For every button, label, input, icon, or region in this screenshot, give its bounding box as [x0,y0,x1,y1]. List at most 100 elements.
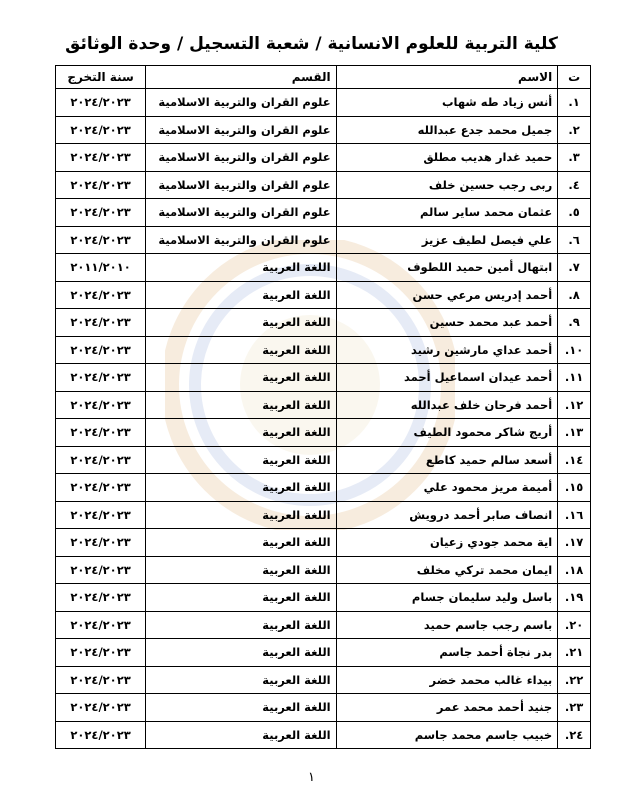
graduation-year: ٢٠٢٤/٢٠٢٣ [54,638,147,667]
student-name: جنيد أحمد محمد عمر [335,693,559,722]
student-name-text: خبيب جاسم محمد جاسم [414,727,553,742]
row-number-text: ٦. [568,232,580,247]
department-text: علوم القران والتربية الاسلامية [158,122,331,137]
department: اللغة العربية [145,693,337,722]
row-number-text: ١٩. [564,590,584,605]
graduation-year: ٢٠٢٤/٢٠٢٣ [54,528,147,557]
students-table: ت الاسم القسم سنة التخرج ١. أنس زياد طه شهاب… [54,65,591,749]
student-name-text: أحمد عيدان اسماعيل أحمد [404,370,553,385]
student-name-text: ربى رجب حسين خلف [428,177,553,192]
department: اللغة العربية [145,280,337,309]
student-name: أحمد عيدان اسماعيل أحمد [335,363,559,392]
graduation-year-text: ٢٠١١/٢٠١٠ [70,260,131,275]
student-name-text: جنيد أحمد محمد عمر [436,700,553,715]
row-number-text: ٩. [568,315,580,330]
graduation-year: ٢٠٢٤/٢٠٢٣ [54,583,147,612]
row-number-text: ١٥. [564,480,584,495]
graduation-year-text: ٢٠٢٤/٢٠٢٣ [70,425,131,440]
graduation-year: ٢٠١١/٢٠١٠ [54,253,147,282]
student-name-text: ابتهال أمين حميد اللطوف [407,260,553,275]
student-name: أنس زياد طه شهاب [335,88,559,117]
table-row: ٢٤. خبيب جاسم محمد جاسم اللغة العربية ٢٠٢٤/… [54,720,591,749]
row-number: ١٦. [557,500,591,529]
row-number-text: ١١. [564,370,584,385]
student-name: انصاف صابر أحمد درويش [335,500,559,529]
department: اللغة العربية [145,528,337,557]
table-row: ٨. أحمد إدريس مرعي حسن اللغة العربية ٢٠٢٤/٢… [54,280,591,309]
student-name: حميد غدار هديب مطلق [335,143,559,172]
table-row: ٥. عثمان محمد ساير سالم علوم القران والترب… [54,198,591,227]
graduation-year: ٢٠٢٤/٢٠٢٣ [54,693,147,722]
graduation-year: ٢٠٢٤/٢٠٢٣ [54,363,147,392]
column-header: سنة التخرج [54,65,147,89]
student-name-text: أحمد فرحان خلف عبدالله [410,397,553,412]
department-text: علوم القران والتربية الاسلامية [158,205,331,220]
row-number-text: ٨. [568,287,580,302]
department: اللغة العربية [145,390,337,419]
department-text: اللغة العربية [262,287,331,302]
row-number: ١٠. [557,335,591,364]
student-name-text: باسم رجب جاسم حميد [423,617,553,632]
department-text: اللغة العربية [262,672,331,687]
document-title: كلية التربية للعلوم الانسانية / شعبة الت… [65,34,558,54]
student-name-text: حميد غدار هديب مطلق [423,150,553,165]
table-row: ١٧. اية محمد جودي زعيان اللغة العربية ٢٠٢٤/… [54,528,591,557]
table-row: ٦. علي فيصل لطيف عزيز علوم القران والتربية… [54,225,591,254]
graduation-year: ٢٠٢٤/٢٠٢٣ [54,500,147,529]
row-number-text: ٥. [568,205,580,220]
department: علوم القران والتربية الاسلامية [145,225,337,254]
graduation-year-text: ٢٠٢٤/٢٠٢٣ [70,177,131,192]
row-number: ١٩. [557,583,591,612]
row-number: ٦. [557,225,591,254]
table-row: ٢١. بدر نجاة أحمد جاسم اللغة العربية ٢٠٢٤/٢… [54,638,591,667]
department-text: اللغة العربية [262,480,331,495]
table-row: ١٦. انصاف صابر أحمد درويش اللغة العربية ٢٠٢… [54,500,591,529]
row-number: ١. [557,88,591,117]
row-number-text: ١٨. [564,562,584,577]
student-name-text: انصاف صابر أحمد درويش [409,507,553,522]
graduation-year-text: ٢٠٢٤/٢٠٢٣ [70,150,131,165]
department-text: اللغة العربية [262,342,331,357]
department: اللغة العربية [145,720,337,749]
student-name: أسعد سالم حميد كاطع [335,445,559,474]
student-name: أميمة مريز محمود علي [335,473,559,502]
row-number: ٢. [557,115,591,144]
student-name-text: أحمد عداي مارشين رشيد [410,342,553,357]
table-row: ٢٢. بيداء غالب محمد خضر اللغة العربية ٢٠٢٤/… [54,665,591,694]
row-number-text: ٢. [568,122,580,137]
table-row: ١٠. أحمد عداي مارشين رشيد اللغة العربية ٢٠٢… [54,335,591,364]
department-text: اللغة العربية [262,425,331,440]
row-number: ١٧. [557,528,591,557]
column-header: ت [557,65,591,89]
student-name: بيداء غالب محمد خضر [335,665,559,694]
department-text: اللغة العربية [262,562,331,577]
student-name: أريج شاكر محمود الطيف [335,418,559,447]
row-number: ١٣. [557,418,591,447]
row-number-text: ٢١. [564,645,584,660]
row-number-text: ١٤. [564,452,584,467]
student-name: علي فيصل لطيف عزيز [335,225,559,254]
student-name-text: أميمة مريز محمود علي [423,480,553,495]
department-text: اللغة العربية [262,260,331,275]
department-text: علوم القران والتربية الاسلامية [158,232,331,247]
row-number-text: ٢٣. [564,700,584,715]
graduation-year-text: ٢٠٢٤/٢٠٢٣ [70,342,131,357]
department-text: اللغة العربية [262,452,331,467]
department: علوم القران والتربية الاسلامية [145,115,337,144]
graduation-year-text: ٢٠٢٤/٢٠٢٣ [70,315,131,330]
row-number-text: ٧. [568,260,580,275]
department: اللغة العربية [145,253,337,282]
graduation-year-text: ٢٠٢٤/٢٠٢٣ [70,95,131,110]
graduation-year-text: ٢٠٢٤/٢٠٢٣ [70,590,131,605]
department-text: اللغة العربية [262,617,331,632]
table-row: ٧. ابتهال أمين حميد اللطوف اللغة العربية ٢٠… [54,253,591,282]
graduation-year: ٢٠٢٤/٢٠٢٣ [54,418,147,447]
graduation-year: ٢٠٢٤/٢٠٢٣ [54,555,147,584]
department-text: اللغة العربية [262,315,331,330]
student-name-text: جميل محمد جدع عبدالله [417,122,553,137]
graduation-year-text: ٢٠٢٤/٢٠٢٣ [70,672,131,687]
student-name-text: باسل وليد سليمان جسام [411,590,553,605]
student-name: جميل محمد جدع عبدالله [335,115,559,144]
